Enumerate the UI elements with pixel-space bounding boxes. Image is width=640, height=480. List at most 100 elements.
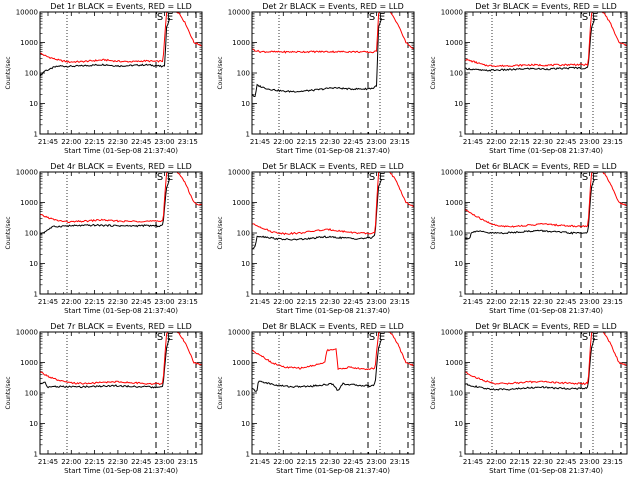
end-marker-label: E: [379, 332, 385, 343]
x-tick-label: 23:00: [154, 298, 174, 306]
plot-frame: [39, 11, 203, 135]
x-tick-label: 23:00: [154, 458, 174, 466]
x-tick-label: 23:15: [178, 138, 198, 146]
x-axis-label: Start Time (01-Sep-08 21:37:40): [489, 307, 603, 315]
events-series-line: [252, 338, 383, 392]
y-tick-label: 100: [237, 390, 250, 398]
x-tick-label: 22:45: [343, 458, 363, 466]
x-tick-label: 22:45: [556, 298, 576, 306]
x-tick-label: 22:15: [297, 298, 317, 306]
x-tick-label: 22:00: [61, 458, 81, 466]
y-tick-label: 10: [241, 100, 250, 108]
lld-series-line: [40, 172, 202, 223]
detector-panel-6: Det 6r BLACK = Events, RED = LLD Start Ti…: [430, 162, 628, 315]
x-tick-label: 22:45: [343, 298, 363, 306]
y-axis-label: Counts/sec: [5, 376, 12, 409]
start-marker-label: S: [582, 12, 588, 23]
plot-frame: [39, 171, 203, 295]
panel-title: Det 6r BLACK = Events, RED = LLD: [475, 162, 617, 171]
y-tick-label: 1000: [232, 199, 250, 207]
x-axis-label: Start Time (01-Sep-08 21:37:40): [276, 307, 390, 315]
y-tick-label: 1: [459, 451, 463, 459]
y-axis-label: Counts/sec: [5, 216, 12, 249]
y-axis-label: Counts/sec: [430, 56, 437, 89]
y-tick-label: 100: [450, 390, 463, 398]
y-tick-label: 1000: [232, 359, 250, 367]
end-marker-label: E: [167, 332, 173, 343]
x-tick-label: 22:00: [273, 458, 293, 466]
x-tick-label: 22:45: [556, 458, 576, 466]
y-tick-label: 10000: [441, 169, 463, 177]
y-tick-label: 1000: [445, 39, 463, 47]
plot-frame: [464, 331, 628, 455]
x-tick-label: 22:30: [108, 458, 128, 466]
y-tick-label: 100: [25, 230, 38, 238]
y-tick-label: 1: [34, 131, 38, 139]
plot-frame: [251, 331, 415, 455]
y-tick-label: 1000: [20, 39, 38, 47]
x-tick-label: 21:45: [38, 138, 58, 146]
x-tick-label: 22:00: [61, 298, 81, 306]
x-tick-label: 22:00: [486, 458, 506, 466]
y-axis-label: Counts/sec: [430, 376, 437, 409]
x-tick-label: 23:15: [390, 298, 410, 306]
x-tick-label: 22:30: [533, 138, 553, 146]
y-tick-label: 1: [246, 131, 250, 139]
events-series-line: [40, 177, 171, 235]
y-axis-label: Counts/sec: [217, 216, 224, 249]
y-tick-label: 10: [29, 420, 38, 428]
lld-series-line: [252, 12, 414, 54]
x-tick-label: 21:45: [38, 298, 58, 306]
detector-panel-7: Det 7r BLACK = Events, RED = LLD Start Ti…: [5, 322, 203, 475]
start-marker-label: S: [157, 172, 163, 183]
x-tick-label: 21:45: [38, 458, 58, 466]
x-tick-label: 22:00: [486, 298, 506, 306]
x-tick-label: 22:30: [533, 298, 553, 306]
plot-frame: [464, 171, 628, 295]
x-tick-label: 23:15: [390, 458, 410, 466]
x-tick-label: 23:15: [178, 458, 198, 466]
x-tick-label: 22:00: [273, 298, 293, 306]
x-tick-label: 23:00: [366, 138, 386, 146]
events-series-line: [40, 17, 171, 77]
x-axis-label: Start Time (01-Sep-08 21:37:40): [64, 467, 178, 475]
panel-title: Det 9r BLACK = Events, RED = LLD: [475, 322, 617, 331]
start-marker-label: S: [157, 12, 163, 23]
end-marker-label: E: [592, 172, 598, 183]
x-tick-label: 21:45: [463, 298, 483, 306]
panel-title: Det 5r BLACK = Events, RED = LLD: [262, 162, 404, 171]
events-series-line: [40, 338, 171, 389]
events-series-line: [465, 18, 596, 72]
y-tick-label: 100: [25, 70, 38, 78]
y-tick-label: 1: [459, 131, 463, 139]
x-tick-label: 23:00: [154, 138, 174, 146]
y-tick-label: 10000: [16, 329, 38, 337]
y-tick-label: 1000: [20, 199, 38, 207]
lld-series-line: [252, 172, 414, 236]
y-tick-label: 100: [450, 70, 463, 78]
plot-frame: [464, 11, 628, 135]
x-axis-label: Start Time (01-Sep-08 21:37:40): [489, 147, 603, 155]
x-tick-label: 23:00: [579, 458, 599, 466]
start-marker-label: S: [157, 332, 163, 343]
events-series-line: [465, 179, 596, 240]
y-tick-label: 10000: [228, 9, 250, 17]
end-marker-label: E: [379, 172, 385, 183]
y-axis-label: Counts/sec: [5, 56, 12, 89]
panel-title: Det 2r BLACK = Events, RED = LLD: [262, 2, 404, 11]
x-axis-label: Start Time (01-Sep-08 21:37:40): [64, 147, 178, 155]
x-tick-label: 22:15: [297, 458, 317, 466]
x-tick-label: 23:00: [579, 138, 599, 146]
x-tick-label: 21:45: [463, 138, 483, 146]
end-marker-label: E: [592, 12, 598, 23]
detector-panel-8: Det 8r BLACK = Events, RED = LLD Start Ti…: [217, 322, 415, 475]
x-tick-label: 21:45: [250, 458, 270, 466]
y-tick-label: 10: [241, 260, 250, 268]
x-tick-label: 23:00: [366, 298, 386, 306]
events-series-line: [252, 178, 383, 250]
x-tick-label: 22:15: [510, 298, 530, 306]
lld-series-line: [40, 332, 202, 386]
y-tick-label: 1: [34, 291, 38, 299]
detector-panel-9: Det 9r BLACK = Events, RED = LLD Start Ti…: [430, 322, 628, 475]
